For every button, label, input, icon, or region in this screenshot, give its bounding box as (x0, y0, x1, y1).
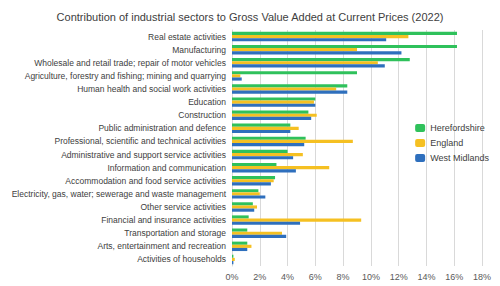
svg-text:Transportation and storage: Transportation and storage (124, 228, 226, 238)
svg-text:Other service activities: Other service activities (141, 202, 227, 212)
svg-text:10%: 10% (362, 272, 380, 282)
svg-text:18%: 18% (473, 272, 491, 282)
svg-text:Real estate activities: Real estate activities (148, 32, 226, 42)
svg-text:Accommodation and food service: Accommodation and food service activitie… (65, 176, 226, 186)
svg-text:Construction: Construction (178, 110, 226, 120)
svg-text:Activities of households: Activities of households (137, 254, 226, 264)
svg-text:Agriculture, forestry and fish: Agriculture, forestry and fishing; minin… (25, 71, 227, 81)
svg-text:16%: 16% (445, 272, 463, 282)
svg-text:8%: 8% (337, 272, 350, 282)
svg-text:2%: 2% (253, 272, 266, 282)
svg-text:Manufacturing: Manufacturing (172, 45, 226, 55)
svg-text:Wholesale and retail trade; re: Wholesale and retail trade; repair of mo… (34, 58, 226, 68)
svg-text:Financial and insurance activi: Financial and insurance activities (101, 215, 226, 225)
svg-text:Administrative and support ser: Administrative and support service activ… (61, 150, 226, 160)
svg-text:Education: Education (188, 97, 226, 107)
svg-text:Electricity, gas, water; sewer: Electricity, gas, water; sewerage and wa… (12, 189, 227, 199)
svg-text:Arts, entertainment and recrea: Arts, entertainment and recreation (97, 241, 226, 251)
svg-text:12%: 12% (390, 272, 408, 282)
svg-text:Herefordshire: Herefordshire (430, 123, 485, 133)
svg-text:Contribution of industrial sec: Contribution of industrial sectors to Gr… (57, 11, 444, 23)
svg-text:England: England (430, 138, 463, 148)
svg-text:Information and communication: Information and communication (107, 163, 226, 173)
svg-text:6%: 6% (309, 272, 322, 282)
svg-text:4%: 4% (281, 272, 294, 282)
svg-text:Professional, scientific and t: Professional, scientific and technical a… (55, 136, 227, 146)
svg-text:0%: 0% (225, 272, 238, 282)
svg-text:14%: 14% (417, 272, 435, 282)
svg-text:Public administration and defe: Public administration and defence (98, 123, 226, 133)
svg-text:Human health and social work a: Human health and social work activities (77, 84, 226, 94)
svg-text:West Midlands: West Midlands (430, 153, 489, 163)
